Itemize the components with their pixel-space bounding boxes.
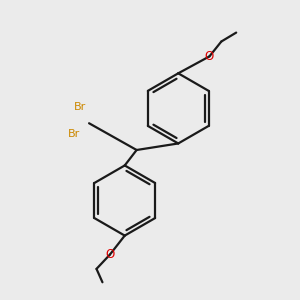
Text: Br: Br <box>68 129 80 139</box>
Text: O: O <box>205 50 214 63</box>
Text: O: O <box>105 248 115 261</box>
Text: Br: Br <box>74 102 86 112</box>
